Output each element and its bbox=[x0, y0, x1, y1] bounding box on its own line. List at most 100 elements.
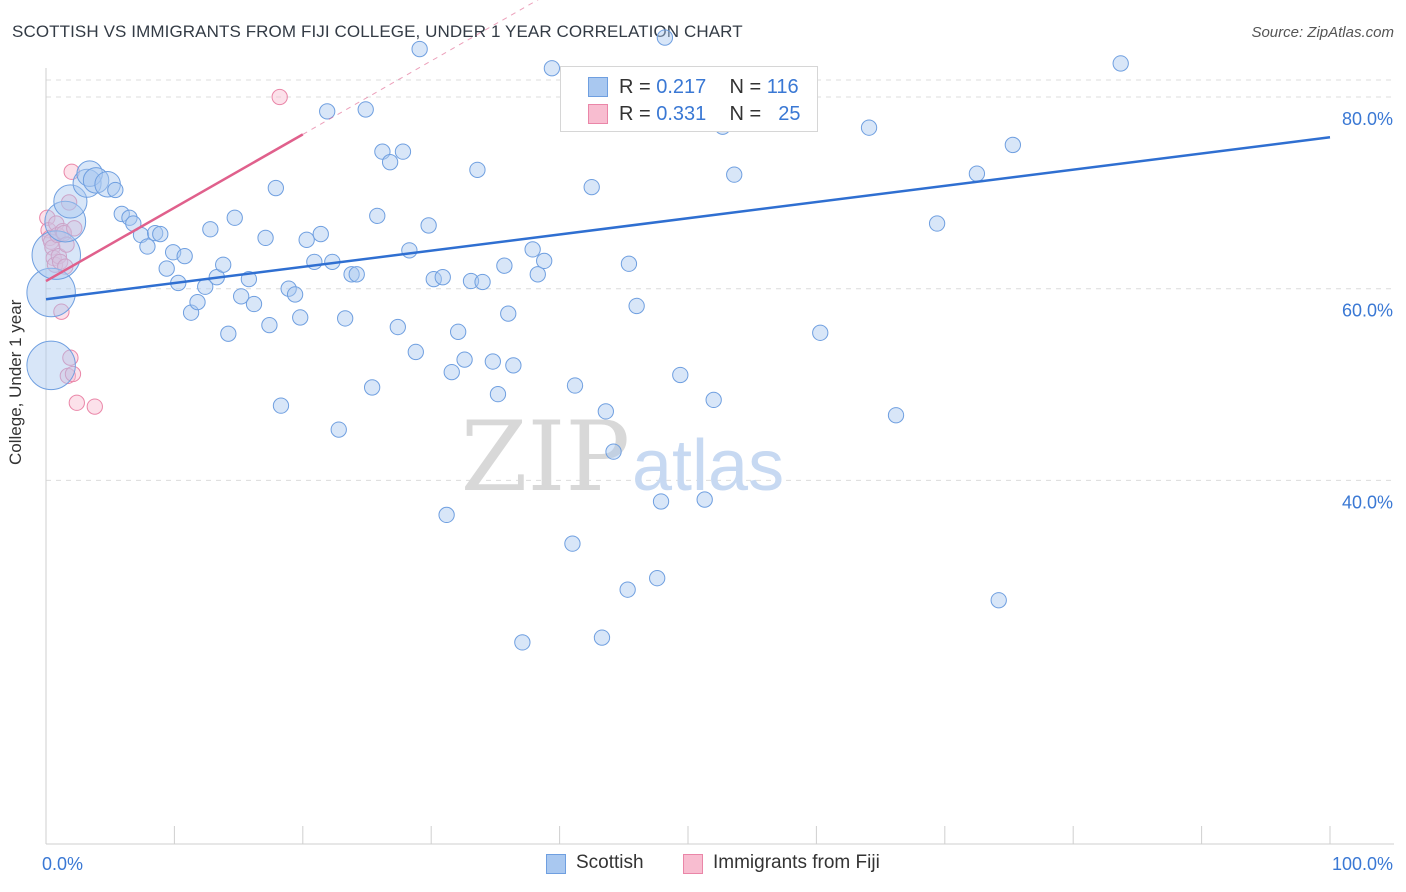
scottish-point bbox=[887, 407, 905, 424]
scottish-point bbox=[605, 443, 622, 460]
scottish-point bbox=[536, 252, 553, 270]
watermark: ZIP atlas bbox=[461, 401, 784, 513]
scottish-point bbox=[529, 266, 546, 283]
fiji-point bbox=[64, 365, 82, 383]
scottish-point bbox=[113, 205, 130, 223]
scottish-point bbox=[72, 168, 102, 198]
legend-series: Scottish Immigrants from Fiji bbox=[0, 850, 1406, 878]
scottish-point bbox=[443, 363, 460, 381]
scottish-point bbox=[26, 267, 76, 318]
fiji-swatch bbox=[588, 104, 608, 124]
scottish-point bbox=[469, 161, 486, 178]
r-label: R = bbox=[619, 103, 651, 125]
r-value: 0.331 bbox=[656, 103, 707, 125]
scottish-point bbox=[82, 167, 110, 194]
scottish-point bbox=[696, 491, 713, 508]
scottish-point bbox=[593, 629, 611, 646]
scottish-point bbox=[450, 323, 467, 340]
scottish-point bbox=[456, 351, 473, 368]
fiji-point bbox=[66, 220, 83, 237]
scottish-swatch bbox=[588, 77, 608, 97]
fiji-point bbox=[271, 88, 288, 106]
scottish-point bbox=[394, 143, 412, 160]
scottish-point bbox=[462, 272, 480, 290]
scottish-point bbox=[298, 231, 315, 248]
scottish-point bbox=[420, 217, 437, 234]
legend-fiji-label: Immigrants from Fiji bbox=[713, 852, 880, 873]
fiji-point bbox=[42, 233, 60, 250]
scottish-point bbox=[649, 570, 666, 587]
scottish-point bbox=[272, 397, 290, 414]
scottish-point bbox=[652, 493, 670, 510]
scottish-point bbox=[656, 29, 674, 46]
scottish-point bbox=[524, 241, 541, 258]
scottish-point bbox=[489, 385, 507, 403]
scottish-point bbox=[726, 166, 743, 183]
fiji-point bbox=[39, 209, 56, 226]
scottish-point bbox=[474, 273, 491, 291]
scottish-point bbox=[484, 353, 501, 370]
scottish-point bbox=[158, 260, 175, 277]
n-label: N = bbox=[729, 103, 762, 125]
scottish-point bbox=[597, 403, 614, 420]
fiji-point bbox=[58, 236, 75, 253]
legend-stats: R = 0.217 N = 116 R = 0.331 N = 25 bbox=[560, 66, 818, 132]
scottish-point bbox=[280, 280, 297, 297]
scottish-point bbox=[286, 286, 304, 303]
fiji-point bbox=[86, 398, 103, 415]
scottish-point bbox=[990, 592, 1007, 609]
scottish-point bbox=[176, 247, 193, 265]
scottish-point bbox=[438, 506, 455, 524]
r-value: 0.217 bbox=[656, 76, 707, 98]
scottish-point bbox=[348, 266, 365, 283]
scottish-point bbox=[496, 257, 513, 274]
scottish-point bbox=[107, 181, 124, 199]
scottish-point bbox=[583, 178, 600, 196]
scottish-point bbox=[343, 266, 360, 283]
n-label: N = bbox=[729, 76, 762, 98]
series-scottish-points bbox=[26, 29, 1129, 651]
y-tick-label: 80.0% bbox=[1342, 109, 1393, 129]
n-value: 25 bbox=[778, 103, 801, 125]
scottish-point bbox=[411, 40, 428, 58]
scottish-point bbox=[215, 256, 232, 273]
fiji-trend-line bbox=[45, 133, 304, 283]
legend-scottish-label: Scottish bbox=[576, 852, 644, 873]
scottish-point bbox=[357, 101, 374, 118]
source-label: Source: ZipAtlas.com bbox=[1251, 24, 1394, 41]
fiji-point bbox=[60, 194, 78, 211]
axes bbox=[45, 68, 1394, 845]
scottish-point bbox=[44, 200, 87, 243]
scottish-point bbox=[514, 634, 531, 651]
scottish-point bbox=[381, 154, 399, 171]
legend-stats-fiji: R = 0.331 N = 25 bbox=[619, 100, 801, 128]
scottish-point bbox=[500, 305, 517, 322]
scottish-point bbox=[245, 295, 263, 313]
legend-stats-scottish: R = 0.217 N = 116 bbox=[619, 73, 799, 101]
scottish-point bbox=[220, 325, 237, 342]
scottish-point bbox=[53, 184, 88, 219]
scottish-point bbox=[363, 379, 381, 396]
y-tick-label: 60.0% bbox=[1342, 301, 1393, 321]
scottish-point bbox=[292, 309, 309, 326]
scottish-point bbox=[261, 316, 278, 334]
x-tick-label-max: 100.0% bbox=[1332, 854, 1393, 874]
y-axis-label: College, Under 1 year bbox=[6, 300, 26, 465]
fiji-point bbox=[68, 394, 85, 411]
scottish-point bbox=[267, 179, 284, 197]
tick-labels: 40.0%60.0%80.0%100.0%0.0%100.0% bbox=[42, 109, 1393, 874]
scottish-point bbox=[505, 357, 522, 374]
scottish-point bbox=[330, 421, 347, 438]
n-value: 116 bbox=[766, 76, 799, 98]
y-tick-label: 40.0% bbox=[1342, 492, 1393, 512]
legend-fiji-swatch bbox=[683, 854, 703, 874]
scottish-point bbox=[928, 215, 946, 232]
r-label: R = bbox=[619, 76, 651, 98]
scottish-point bbox=[968, 165, 986, 182]
scottish-point bbox=[369, 207, 386, 225]
scottish-point bbox=[26, 340, 76, 391]
scottish-point bbox=[257, 229, 274, 247]
scottish-point bbox=[628, 297, 645, 315]
scottish-point bbox=[337, 310, 354, 327]
watermark-zip: ZIP bbox=[461, 401, 630, 513]
